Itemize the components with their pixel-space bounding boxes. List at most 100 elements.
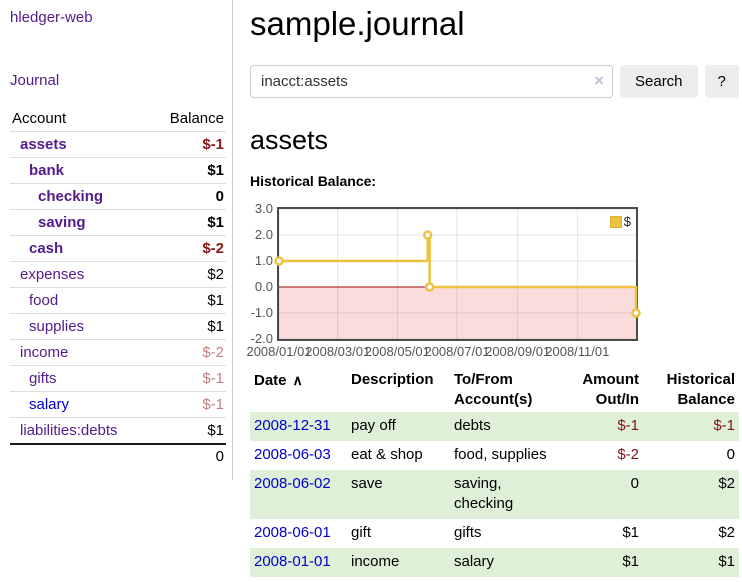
register-accounts: gifts xyxy=(454,524,482,541)
register-description: income xyxy=(351,553,400,570)
clear-search-icon[interactable]: × xyxy=(594,71,604,90)
register-row: 2008-01-01 income salary $1 $1 xyxy=(250,548,739,577)
account-balance: $-1 xyxy=(151,391,226,418)
sidebar-account-assets[interactable]: assets xyxy=(20,136,67,153)
register-col-amount: Amount Out/In xyxy=(560,368,643,412)
account-balance: $1 xyxy=(151,313,226,340)
accounts-total-value: 0 xyxy=(215,448,224,465)
account-row: cash $-2 xyxy=(10,235,226,262)
sidebar-account-food[interactable]: food xyxy=(29,292,59,309)
sidebar-account-checking[interactable]: checking xyxy=(38,188,104,205)
register-balance: $1 xyxy=(718,553,735,570)
account-balance: $1 xyxy=(151,157,226,184)
sidebar-account-gifts[interactable]: gifts xyxy=(29,370,57,387)
sidebar-account-saving[interactable]: saving xyxy=(38,214,86,231)
register-accounts: saving, checking xyxy=(454,475,514,512)
register-balance: $2 xyxy=(718,475,735,492)
register-date-link[interactable]: 2008-06-02 xyxy=(254,475,331,492)
sidebar-account-supplies[interactable]: supplies xyxy=(29,318,85,335)
x-axis-tick-label: 2008/05/01 xyxy=(364,344,430,359)
register-description: pay off xyxy=(351,417,396,434)
x-axis-tick-label: 2008/11/01 xyxy=(545,344,610,359)
historical-balance-chart: $ 3.0 2.0 1.0 0.0 -1.0 -2.0 2008/01/01 2008/03/… xyxy=(246,200,739,360)
register-col-label: To/From xyxy=(454,371,513,388)
register-date-link[interactable]: 2008-06-03 xyxy=(254,446,331,463)
register-row: 2008-12-31 pay off debts $-1 $-1 xyxy=(250,412,739,441)
register-col-historical: Historical Balance xyxy=(643,368,739,412)
accounts-header-row: Account Balance xyxy=(10,106,226,132)
y-axis-tick-label: 3.0 xyxy=(254,201,273,216)
y-axis-tick-label: -2.0 xyxy=(250,331,273,346)
account-balance: $-1 xyxy=(151,365,226,392)
register-date-cell: 2008-01-01 xyxy=(250,548,347,577)
register-col-label2: Balance xyxy=(677,391,735,408)
register-row: 2008-06-01 gift gifts $1 $2 xyxy=(250,519,739,548)
account-balance: $2 xyxy=(151,261,226,288)
account-row: supplies $1 xyxy=(10,313,226,340)
chart-plot: $ xyxy=(274,207,641,341)
y-axis-tick-label: 0.0 xyxy=(254,279,273,294)
accounts-col-account: Account xyxy=(10,106,152,132)
register-balance: $-1 xyxy=(713,417,735,434)
legend-label: $ xyxy=(623,214,631,229)
register-amount: $1 xyxy=(622,553,639,570)
register-col-label: Historical xyxy=(666,371,735,388)
y-axis-tick-label: -1.0 xyxy=(250,305,273,320)
y-axis-tick-label: 2.0 xyxy=(254,227,273,242)
sidebar-account-bank[interactable]: bank xyxy=(29,162,65,179)
register-balance: $2 xyxy=(718,524,735,541)
sidebar-account-cash[interactable]: cash xyxy=(29,240,64,257)
register-col-to-from: To/From Account(s) xyxy=(450,368,560,412)
accounts-total-row: 0 xyxy=(10,444,226,468)
chart-legend: $ xyxy=(609,214,631,229)
negative-region xyxy=(279,287,636,339)
register-col-label: Date xyxy=(254,372,287,389)
register-header-row: Date ∧ Description To/From Account(s) Amount O… xyxy=(250,368,739,412)
data-point-marker xyxy=(274,256,284,266)
account-row: income $-2 xyxy=(10,339,226,366)
register-date-link[interactable]: 2008-06-01 xyxy=(254,524,331,541)
account-row: checking 0 xyxy=(10,183,226,210)
register-description: eat & shop xyxy=(351,446,423,463)
search-input[interactable] xyxy=(250,65,613,98)
sidebar-account-liabilities-debts[interactable]: liabilities:debts xyxy=(20,422,118,439)
register-date-link[interactable]: 2008-01-01 xyxy=(254,553,331,570)
help-button[interactable]: ? xyxy=(704,65,739,98)
chart-title: Historical Balance: xyxy=(250,173,377,189)
register-amount: $-1 xyxy=(617,417,639,434)
account-balance: 0 xyxy=(151,183,226,210)
register-date-link[interactable]: 2008-12-31 xyxy=(254,417,331,434)
register-col-label: Amount xyxy=(582,371,639,388)
register-col-label2: Out/In xyxy=(595,391,639,408)
account-balance: $1 xyxy=(151,209,226,236)
x-axis-tick-label: 2008/07/01 xyxy=(424,344,490,359)
register-table: Date ∧ Description To/From Account(s) Amount O… xyxy=(250,368,739,577)
chart-canvas xyxy=(274,208,641,340)
sidebar-account-salary[interactable]: salary xyxy=(29,396,70,413)
data-point-marker xyxy=(631,308,641,318)
account-balance: $-2 xyxy=(151,339,226,366)
sidebar-account-expenses[interactable]: expenses xyxy=(20,266,85,283)
account-balance: $-2 xyxy=(151,235,226,262)
search-button[interactable]: Search xyxy=(620,65,698,98)
x-axis-tick-label: 2008/09/01 xyxy=(485,344,551,359)
register-accounts: salary xyxy=(454,553,495,570)
register-description: gift xyxy=(351,524,372,541)
account-balance: $-1 xyxy=(151,131,226,158)
register-accounts: food, supplies xyxy=(454,446,547,463)
sidebar-account-income[interactable]: income xyxy=(20,344,69,361)
journal-link[interactable]: Journal xyxy=(10,72,60,89)
register-date-cell: 2008-06-01 xyxy=(250,519,347,548)
account-row: liabilities:debts $1 xyxy=(10,417,226,445)
accounts-col-balance: Balance xyxy=(151,106,226,132)
app-title-link[interactable]: hledger-web xyxy=(10,9,93,26)
register-date-cell: 2008-06-02 xyxy=(250,470,347,519)
x-axis-tick-label: 2008/01/01 xyxy=(246,344,312,359)
register-col-date[interactable]: Date ∧ xyxy=(250,368,347,412)
register-col-label2: Account(s) xyxy=(454,391,533,408)
legend-swatch-icon xyxy=(609,215,622,228)
sort-ascending-icon: ∧ xyxy=(292,372,303,388)
register-description: save xyxy=(351,475,383,492)
register-amount: $1 xyxy=(622,524,639,541)
